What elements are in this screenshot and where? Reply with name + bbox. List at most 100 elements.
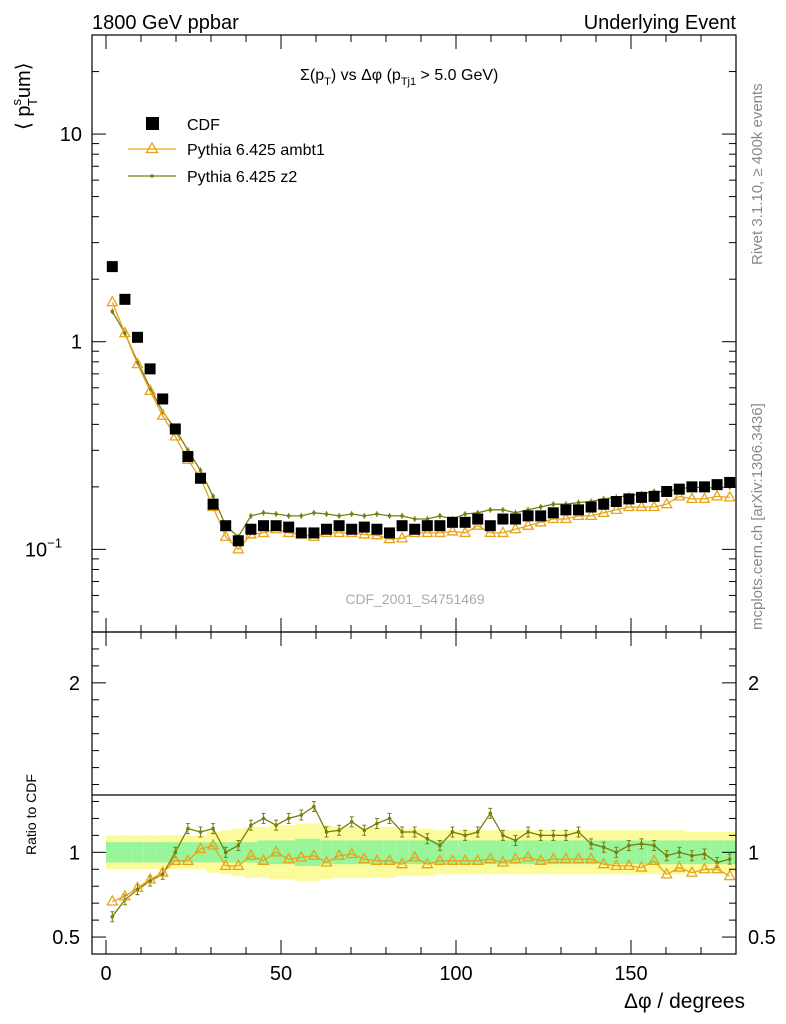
ratio-ambt1-point: [408, 850, 421, 862]
ratio-z2-point: [639, 842, 644, 846]
ratio-ambt1-point: [710, 862, 724, 874]
ratio-z2-point: [274, 823, 278, 827]
z2-point: [349, 512, 354, 516]
z2-point: [362, 514, 367, 518]
main-y-tick-exponent: −1: [47, 535, 62, 550]
cdf-point: [346, 523, 358, 535]
ratio-z2-point: [450, 830, 455, 834]
ratio-ambt1-point: [206, 838, 220, 850]
ambt1-point: [584, 509, 598, 521]
z2-point: [501, 508, 505, 512]
x-tick-label: 150: [614, 963, 647, 985]
ratio-band-inner: [156, 842, 169, 863]
ambt1-point: [685, 492, 699, 504]
ratio-z2-point: [513, 838, 518, 843]
legend-cdf-marker: [146, 117, 159, 130]
cdf-point: [484, 520, 496, 532]
ratio-ambt1-point: [673, 860, 686, 872]
ratio-band-inner: [332, 840, 346, 865]
z2-point: [324, 512, 329, 516]
ambt1-point: [332, 526, 346, 538]
ratio-band-inner: [635, 840, 648, 865]
ratio-z2-point: [677, 850, 682, 855]
ratio-ambt1-point: [370, 853, 384, 865]
ambt1-line: [111, 301, 730, 551]
ratio-band-inner: [370, 840, 384, 865]
ratio-ambt1-point: [433, 853, 447, 865]
ratio-y-tick-label: 0.5: [52, 927, 80, 949]
cdf-point: [321, 523, 332, 535]
ratio-z2-point: [211, 826, 215, 831]
ratio-y-tick-label: 2: [69, 673, 80, 695]
header-right-title: Underlying Event: [584, 12, 737, 34]
ratio-z2-point: [375, 821, 379, 826]
ratio-z2-point: [299, 813, 304, 817]
ratio-band-inner: [496, 840, 510, 865]
ambt1-point: [421, 526, 434, 538]
ratio-z2-point: [387, 816, 392, 821]
legend-z2-marker: [150, 174, 154, 178]
ratio-z2-point: [564, 833, 568, 838]
ratio-ambt1-point: [295, 850, 308, 862]
watermark: CDF_2001_S4751469: [345, 591, 485, 607]
ambt1-point: [358, 527, 371, 539]
ambt1-point: [647, 500, 661, 512]
ambt1-point: [446, 524, 459, 536]
ratio-ambt1-point: [597, 857, 610, 869]
ratio-z2-point: [186, 826, 190, 831]
main-y-tick-label: 10−1: [25, 535, 62, 561]
cdf-point: [636, 491, 647, 503]
ratio-ambt1-point: [484, 852, 497, 864]
ratio-ambt1-point: [131, 881, 144, 893]
ratio-ambt1-point: [232, 859, 245, 871]
ambt1-point: [156, 408, 169, 420]
ambt1-point: [723, 490, 736, 502]
z2-point: [261, 511, 266, 515]
ratio-band-inner: [345, 840, 358, 865]
ratio-z2-point: [727, 857, 732, 861]
ambt1-point: [143, 384, 157, 395]
ratio-z2-point: [526, 830, 530, 834]
legend-z2-label: Pythia 6.425 z2: [187, 169, 297, 186]
ratio-band-inner: [710, 840, 724, 865]
ratio-band-inner: [446, 840, 459, 865]
ratio-z2-point: [110, 914, 115, 919]
cdf-point: [547, 507, 559, 519]
cdf-point: [497, 513, 509, 525]
ratio-z2-point: [425, 836, 430, 841]
ratio-ambt1-point: [723, 869, 736, 881]
ratio-z2-point: [412, 830, 417, 834]
cdf-point: [396, 520, 408, 532]
ratio-ambt1-point: [244, 848, 258, 860]
ambt1-point: [395, 531, 409, 543]
z2-point: [110, 309, 115, 314]
z2-point: [249, 514, 253, 518]
z2-point: [400, 514, 404, 518]
ratio-band-inner: [206, 842, 220, 863]
cdf-point: [283, 521, 295, 533]
ratio-z2-point: [135, 887, 140, 892]
ratio-z2-point: [337, 828, 341, 833]
ratio-z2-point: [148, 879, 152, 883]
legend-cdf-label: CDF: [187, 117, 220, 134]
legend-ambt1-label: Pythia 6.425 ambt1: [187, 142, 325, 159]
ratio-band-inner: [622, 840, 636, 865]
ambt1-point: [660, 497, 673, 509]
ratio-band-inner: [118, 842, 132, 863]
cdf-point: [724, 476, 736, 488]
ratio-z2-point: [324, 830, 329, 834]
ratio-y-tick-label-right: 0.5: [748, 927, 776, 949]
ambt1-point: [484, 526, 497, 538]
ratio-z2-point: [589, 842, 593, 846]
ambt1-point: [458, 526, 472, 538]
ratio-ambt1-point: [181, 853, 195, 865]
ratio-panel-frame: [91, 631, 737, 955]
ratio-z2-point: [173, 850, 178, 855]
z2-point: [123, 331, 127, 335]
ambt1-point: [559, 512, 573, 524]
ratio-ambt1-point: [194, 842, 207, 854]
z2-point: [198, 468, 203, 473]
ratio-ambt1-point: [584, 852, 598, 864]
plot-title: Σ(pT) vs Δφ (pTj1 > 5.0 GeV): [300, 67, 498, 88]
ratio-y-tick-label-right: 2: [748, 673, 759, 695]
